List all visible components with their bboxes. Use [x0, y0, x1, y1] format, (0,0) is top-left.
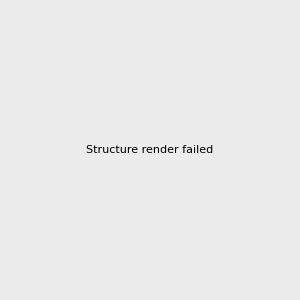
Text: Structure render failed: Structure render failed [86, 145, 214, 155]
